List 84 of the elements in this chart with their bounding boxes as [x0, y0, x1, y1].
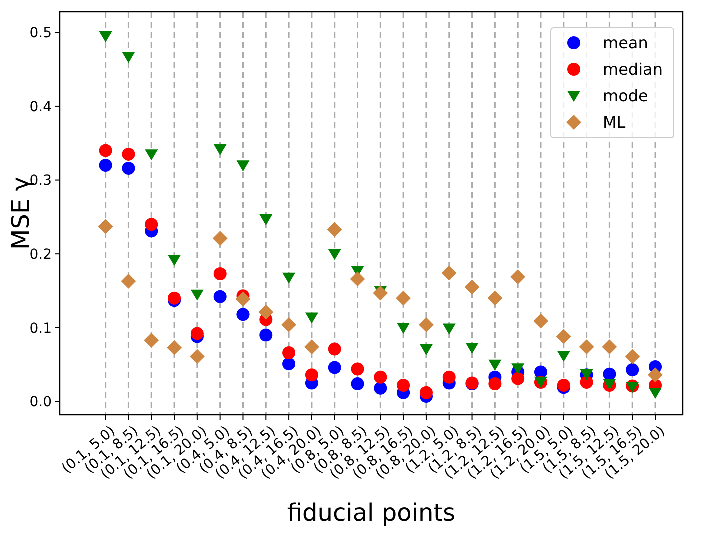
legend-label: mode: [603, 86, 648, 106]
point: [579, 340, 594, 355]
point: [649, 388, 662, 400]
point: [190, 349, 205, 364]
point: [397, 323, 410, 334]
point: [397, 378, 410, 392]
point: [144, 332, 160, 348]
point: [648, 368, 663, 383]
point: [442, 370, 456, 384]
point: [260, 214, 273, 226]
point: [214, 268, 227, 281]
point: [168, 255, 182, 266]
y-tick-label: 0.0: [30, 394, 52, 411]
point: [626, 382, 640, 394]
point: [145, 150, 158, 161]
point: [350, 272, 366, 287]
point: [190, 290, 204, 301]
point: [327, 222, 342, 238]
point: [442, 324, 456, 335]
point: [282, 317, 297, 332]
point: [466, 342, 479, 354]
point: [420, 344, 433, 356]
point: [236, 292, 251, 307]
point: [122, 148, 136, 161]
point: [625, 349, 640, 364]
point: [580, 376, 594, 390]
point: [214, 144, 227, 156]
point: [557, 351, 570, 362]
point: [420, 386, 433, 400]
x-axis-title: fiducial points: [287, 499, 456, 527]
point: [121, 274, 136, 289]
point: [190, 327, 204, 340]
y-tick-label: 0.5: [30, 26, 52, 42]
point: [374, 382, 388, 395]
point: [167, 340, 182, 356]
point: [99, 144, 112, 158]
point: [122, 52, 136, 64]
point: [373, 286, 388, 301]
point: [510, 270, 526, 284]
point: [557, 378, 570, 392]
y-tick-label: 0.4: [30, 99, 52, 116]
point: [418, 317, 434, 332]
point: [603, 368, 616, 381]
point: [512, 372, 525, 386]
point: [351, 362, 364, 376]
point: [212, 231, 228, 246]
point: [374, 370, 388, 384]
point: [488, 360, 502, 371]
point: [282, 358, 296, 371]
point: [214, 290, 227, 304]
point: [282, 272, 296, 284]
point: [512, 364, 525, 375]
legend-label: ML: [603, 113, 626, 132]
point: [236, 308, 250, 322]
point: [305, 312, 318, 324]
point: [488, 378, 502, 390]
point: [99, 31, 112, 43]
point: [328, 361, 342, 374]
point: [98, 219, 114, 234]
point: [396, 290, 412, 306]
y-tick-label: 0.2: [30, 246, 52, 263]
point: [602, 340, 618, 355]
point: [260, 328, 273, 342]
point: [305, 368, 318, 382]
point: [442, 266, 457, 281]
point: [236, 160, 250, 172]
point: [351, 378, 364, 390]
legend-label: median: [603, 60, 663, 80]
point: [282, 346, 296, 360]
point: [626, 363, 640, 376]
y-tick-label: 0.1: [30, 320, 52, 337]
point: [488, 290, 503, 306]
point: [258, 304, 274, 320]
point: [328, 342, 342, 356]
point: [168, 292, 182, 305]
point: [304, 340, 320, 355]
point: [145, 218, 158, 232]
point: [534, 314, 548, 329]
point: [556, 329, 572, 344]
point: [122, 162, 136, 175]
legend-label: mean: [603, 34, 648, 53]
point: [328, 249, 342, 260]
point: [99, 159, 112, 172]
point: [464, 280, 480, 295]
